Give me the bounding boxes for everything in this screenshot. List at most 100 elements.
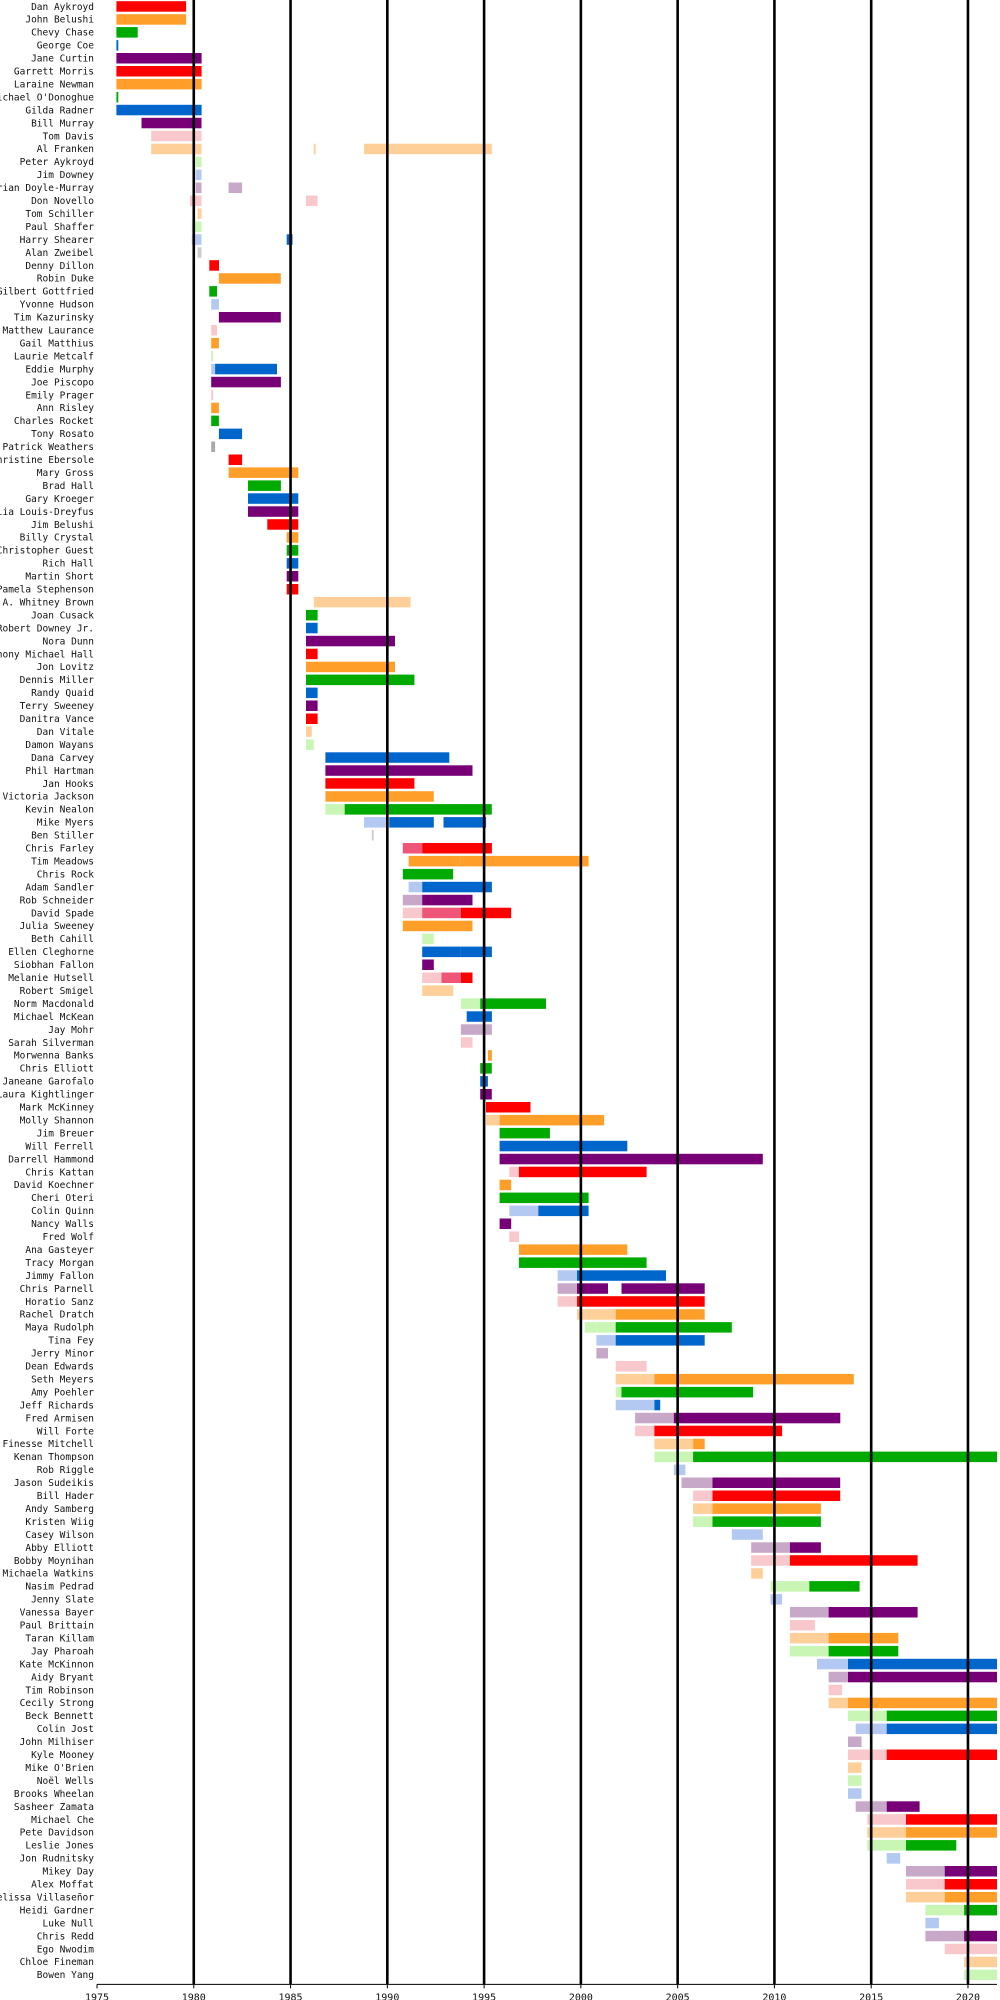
cast-name-label: Finesse Mitchell	[2, 1439, 94, 1450]
cast-name-label: Martin Short	[25, 572, 94, 583]
cast-name-label: Christopher Guest	[0, 546, 94, 557]
bar-segment	[848, 1788, 862, 1799]
bar-segment	[557, 1270, 577, 1281]
bar-segment	[615, 1373, 655, 1385]
cast-name-label: Cecily Strong	[20, 1698, 94, 1709]
cast-name-label: Noël Wells	[37, 1776, 94, 1787]
cast-name-label: Bill Murray	[31, 118, 94, 129]
bar-segment	[422, 933, 434, 945]
bar-segment	[422, 881, 492, 893]
bar-segment	[673, 1464, 686, 1476]
bar-segment	[422, 843, 492, 854]
bar-segment	[789, 1645, 829, 1657]
cast-name-label: Jim Downey	[37, 170, 94, 181]
cast-name-label: Ellen Cleghorne	[8, 947, 94, 958]
cast-name-label: Nasim Pedrad	[25, 1582, 94, 1593]
cast-name-label: Will Forte	[37, 1426, 94, 1437]
bar-segment	[211, 415, 219, 427]
bar-segment	[751, 1555, 790, 1566]
cast-name-label: Bill Hader	[37, 1491, 94, 1502]
bar-segment	[712, 1490, 841, 1501]
cast-name-label: Bowen Yang	[37, 1970, 94, 1981]
bar-segment	[499, 1140, 628, 1152]
cast-name-label: Gilda Radner	[25, 105, 94, 116]
bar-segment	[422, 894, 442, 906]
cast-name-label: Melanie Hutsell	[8, 973, 94, 984]
bar-segment	[848, 1749, 887, 1760]
cast-name-label: Beth Cahill	[31, 934, 94, 945]
cast-name-label: Sarah Silverman	[8, 1038, 94, 1049]
bar-segment	[441, 894, 473, 906]
bar-segment	[460, 998, 481, 1009]
bar-segment	[886, 1749, 997, 1760]
bar-segment	[306, 726, 312, 737]
bar-segment	[906, 1879, 945, 1890]
bars-layer	[116, 1, 997, 1981]
bar-segment	[306, 648, 318, 660]
bar-segment	[925, 1917, 939, 1929]
bar-segment	[402, 868, 454, 880]
bar-segment	[313, 143, 316, 155]
cast-name-label: Colin Jost	[37, 1724, 94, 1735]
bar-segment	[499, 1114, 605, 1126]
bar-segment	[848, 1762, 862, 1773]
bar-segment	[228, 182, 243, 193]
bar-segment	[211, 402, 219, 414]
cast-name-label: Chris Rock	[37, 869, 94, 880]
bar-segment	[306, 687, 318, 699]
cast-name-label: Al Franken	[37, 144, 94, 155]
bar-segment	[615, 1322, 732, 1333]
bar-segment	[817, 1658, 848, 1670]
bar-segment	[402, 843, 423, 854]
cast-name-label: David Koechner	[14, 1180, 94, 1191]
bar-segment	[422, 972, 442, 983]
bar-segment	[371, 830, 374, 841]
bar-segment	[211, 350, 214, 362]
bar-segment	[422, 985, 454, 996]
cast-name-label: David Spade	[31, 908, 94, 919]
bar-segment	[218, 312, 281, 323]
bar-segment	[215, 363, 277, 375]
cast-name-label: Phil Hartman	[25, 766, 94, 777]
x-tick-label: 1995	[472, 1992, 496, 2000]
bar-segment	[906, 1814, 997, 1825]
cast-name-label: Dean Edwards	[25, 1362, 94, 1373]
cast-name-label: Amy Poehler	[31, 1387, 94, 1398]
bar-segment	[211, 363, 216, 375]
bar-segment	[964, 1969, 997, 1981]
cast-name-label: Joe Piscopo	[31, 377, 94, 388]
cast-name-label: Ann Risley	[37, 403, 94, 414]
bar-segment	[306, 609, 318, 621]
cast-name-label: A. Whitney Brown	[2, 598, 94, 609]
bar-segment	[693, 1516, 713, 1527]
bar-segment	[712, 1503, 821, 1514]
cast-name-label: Colin Quinn	[31, 1206, 94, 1217]
bar-segment	[286, 545, 299, 556]
bar-segment	[422, 959, 434, 970]
bar-segment	[731, 1529, 763, 1540]
bar-segment	[906, 1840, 957, 1851]
cast-name-label: Michaela Watkins	[2, 1569, 94, 1580]
bar-segment	[151, 130, 202, 142]
bar-segment	[211, 376, 281, 388]
cast-name-label: Fred Wolf	[43, 1232, 94, 1243]
bar-segment	[195, 182, 202, 193]
cast-name-label: Adam Sandler	[25, 882, 94, 893]
cast-name-label: Paul Shaffer	[25, 222, 94, 233]
cast-name-label: Sasheer Zamata	[14, 1802, 94, 1813]
cast-name-label: Fred Armisen	[25, 1413, 94, 1424]
cast-name-label: Brooks Wheelan	[14, 1789, 94, 1800]
bar-segment	[848, 1658, 997, 1670]
bar-segment	[460, 1037, 473, 1048]
cast-name-label: Damon Wayans	[25, 740, 94, 751]
cast-name-label: Mark McKinney	[20, 1103, 95, 1114]
bar-segment	[116, 27, 138, 38]
cast-name-label: Alan Zweibel	[25, 248, 94, 259]
bar-segment	[286, 558, 299, 569]
cast-name-label: Peter Aykroyd	[20, 157, 94, 168]
bar-segment	[867, 1840, 906, 1851]
bar-segment	[286, 584, 299, 595]
cast-name-label: Joan Cusack	[31, 610, 94, 621]
bar-segment	[408, 855, 461, 867]
cast-name-label: Jim Belushi	[31, 520, 94, 531]
